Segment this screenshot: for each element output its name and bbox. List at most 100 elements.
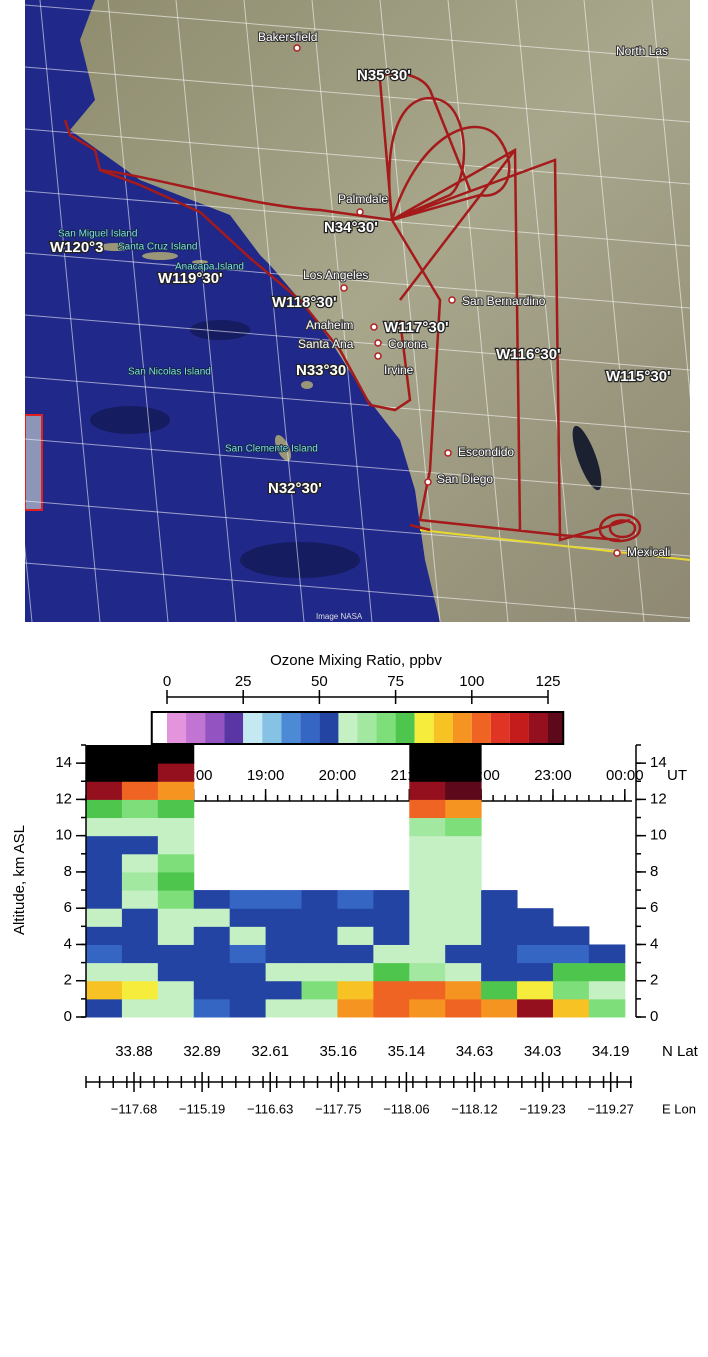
ozone-cell [409, 890, 445, 909]
colorbar-bin [472, 712, 491, 744]
lon-label: −119.23 [519, 1101, 565, 1116]
ozone-cell [194, 963, 230, 982]
ozone-cell [373, 944, 409, 963]
time-tick-label: 20:00 [319, 767, 357, 784]
ozone-cell [445, 799, 481, 818]
inset-box [25, 415, 42, 510]
ozone-cell [302, 963, 338, 982]
ozone-cell [86, 781, 122, 800]
ozone-cell [86, 999, 122, 1018]
ozone-cell [373, 963, 409, 982]
ozone-cell [481, 926, 517, 945]
ozone-cell [302, 944, 338, 963]
ozone-cell [481, 944, 517, 963]
ozone-cell [373, 981, 409, 1000]
lat-label: 35.16 [320, 1043, 358, 1060]
place-dot [357, 209, 363, 215]
ozone-cell [194, 999, 230, 1018]
ozone-cell [194, 981, 230, 1000]
colorbar-tick-label: 125 [535, 673, 560, 690]
ozone-cell [122, 818, 158, 837]
ozone-cell [553, 999, 589, 1018]
ocean-shade [90, 406, 170, 434]
ozone-cell [481, 890, 517, 909]
ozone-cell [337, 908, 373, 927]
ozone-cell [86, 745, 122, 764]
city-label: Bakersfield [258, 30, 317, 44]
ozone-cell [445, 836, 481, 855]
y-axis-label: Altitude, km ASL [11, 825, 28, 935]
ozone-cell [302, 926, 338, 945]
ozone-cell [122, 836, 158, 855]
y-tick-label: 12 [650, 790, 667, 807]
city-label: Mexicali [627, 545, 670, 559]
ozone-cell [230, 908, 266, 927]
ozone-cell [409, 836, 445, 855]
ozone-cell [230, 890, 266, 909]
coordinate-label: N33°30 [296, 362, 346, 379]
ozone-cell [86, 926, 122, 945]
colorbar-tick-label: 100 [459, 673, 484, 690]
ozone-cell [589, 963, 625, 982]
colorbar-bin [510, 712, 529, 744]
colorbar-bin [205, 712, 224, 744]
city-label: Irvine [384, 363, 414, 377]
ozone-cell [553, 926, 589, 945]
ozone-cell [302, 999, 338, 1018]
place-dot [375, 340, 381, 346]
lon-label: −117.75 [315, 1101, 361, 1116]
y-tick-label: 14 [650, 754, 667, 771]
y-tick-label: 4 [64, 935, 72, 952]
lat-label: 32.89 [183, 1043, 221, 1060]
city-label: Anaheim [306, 318, 353, 332]
ozone-cell [337, 981, 373, 1000]
ozone-cell [481, 981, 517, 1000]
ozone-cell [517, 944, 553, 963]
ozone-cell [373, 926, 409, 945]
ozone-cell [517, 926, 553, 945]
ozone-cell [266, 926, 302, 945]
y-tick-label: 12 [55, 790, 72, 807]
place-dot [614, 550, 620, 556]
city-label: Los Angeles [303, 268, 368, 282]
ozone-cell [86, 818, 122, 837]
lon-label: −119.27 [588, 1101, 634, 1116]
coordinate-label: N35°30' [357, 67, 411, 84]
ozone-cell [122, 799, 158, 818]
ozone-cell [445, 781, 481, 800]
y-tick-label: 14 [55, 754, 72, 771]
ozone-cell [445, 944, 481, 963]
ozone-cell [373, 999, 409, 1018]
ozone-cell [445, 999, 481, 1018]
island-label: Santa Cruz Island [118, 242, 198, 253]
lon-label: −115.19 [179, 1101, 225, 1116]
lon-axis-label: E Lon [662, 1101, 696, 1116]
ozone-cell [158, 890, 194, 909]
ozone-cell [589, 999, 625, 1018]
coordinate-label: N34°30' [324, 219, 378, 236]
coordinate-label: N32°30' [268, 480, 322, 497]
ozone-cell [230, 963, 266, 982]
ozone-cell [86, 799, 122, 818]
ozone-cell [373, 890, 409, 909]
ozone-cell [122, 908, 158, 927]
lat-label: 34.19 [592, 1043, 630, 1060]
lon-label: −118.12 [451, 1101, 497, 1116]
time-axis-label: UT [667, 767, 687, 784]
ozone-cell [445, 745, 481, 764]
ozone-cell [337, 963, 373, 982]
colorbar-bin [434, 712, 453, 744]
place-dot [445, 450, 451, 456]
ozone-cell [445, 890, 481, 909]
lat-label: 32.61 [251, 1043, 289, 1060]
ozone-cell [481, 908, 517, 927]
ocean-shade [240, 542, 360, 578]
ozone-cell [230, 999, 266, 1018]
lon-label: −118.06 [383, 1101, 429, 1116]
ozone-cell [86, 854, 122, 873]
ozone-cell [409, 745, 445, 764]
ozone-cell [589, 981, 625, 1000]
ozone-cell [122, 745, 158, 764]
ozone-cell [445, 763, 481, 782]
